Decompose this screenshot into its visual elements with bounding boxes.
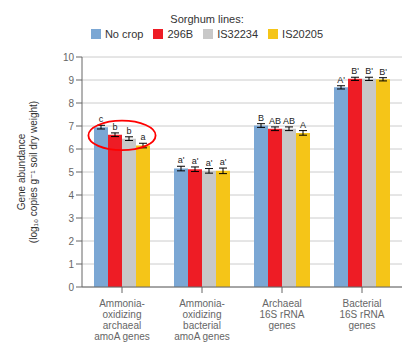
svg-text:3: 3: [68, 213, 74, 224]
svg-text:a: a: [140, 132, 145, 142]
svg-text:0: 0: [68, 282, 74, 293]
svg-text:10: 10: [63, 52, 75, 63]
svg-text:A': A': [337, 75, 345, 85]
svg-text:A: A: [300, 120, 306, 130]
svg-text:2: 2: [68, 236, 74, 247]
html-text:296B: 296B: [167, 28, 194, 40]
svg-text:B': B': [379, 67, 387, 77]
svg-text:a': a': [220, 157, 227, 167]
svg-text:c: c: [98, 114, 104, 125]
html-text:No crop: No crop: [104, 28, 144, 40]
svg-text:Gene abundance(log₁₀ copies g⁻: Gene abundance(log₁₀ copies g⁻¹ soil dry…: [16, 101, 39, 243]
html-text:Sorghum lines:: Sorghum lines:: [170, 13, 244, 25]
svg-text:B: B: [258, 113, 264, 123]
svg-text:a': a': [178, 155, 185, 165]
svg-text:9: 9: [68, 75, 74, 86]
svg-text:a': a': [192, 156, 199, 166]
svg-text:B': B': [351, 66, 359, 76]
svg-text:8: 8: [68, 98, 74, 109]
svg-text:AB: AB: [283, 116, 295, 126]
svg-text:Bacterial16S rRNAgenes: Bacterial16S rRNAgenes: [339, 298, 384, 331]
svg-text:a': a': [206, 158, 213, 168]
svg-text:Ammonia-oxidizingbacterialamoA: Ammonia-oxidizingbacterialamoA genes: [174, 298, 230, 342]
svg-text:AB: AB: [269, 116, 281, 126]
svg-text:B': B': [365, 66, 373, 76]
svg-text:4: 4: [68, 190, 74, 201]
svg-text:Ammonia-oxidizingarchaealamoA: Ammonia-oxidizingarchaealamoA genes: [94, 298, 150, 342]
svg-text:1: 1: [68, 259, 74, 270]
svg-text:b: b: [126, 126, 131, 136]
svg-text:7: 7: [68, 121, 74, 132]
svg-text:b: b: [112, 122, 117, 132]
svg-text:Archaeal16S rRNAgenes: Archaeal16S rRNAgenes: [259, 298, 304, 331]
html-text:IS32234: IS32234: [217, 28, 259, 40]
svg-text:5: 5: [68, 167, 74, 178]
html-text:IS20205: IS20205: [282, 28, 324, 40]
svg-text:6: 6: [68, 144, 74, 155]
